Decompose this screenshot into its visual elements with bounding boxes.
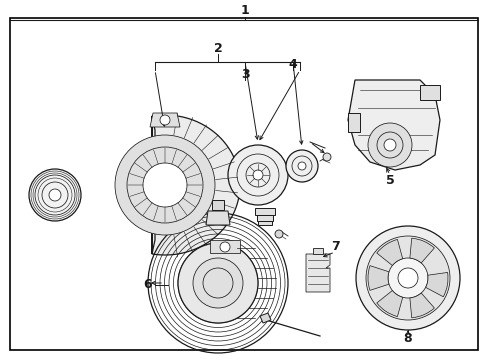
Wedge shape (410, 293, 435, 318)
Circle shape (323, 153, 331, 161)
Polygon shape (258, 221, 272, 225)
Circle shape (115, 135, 215, 235)
Circle shape (220, 242, 230, 252)
Polygon shape (257, 215, 273, 221)
Text: 1: 1 (241, 4, 249, 17)
Text: 6: 6 (144, 279, 152, 292)
Circle shape (49, 189, 61, 201)
Polygon shape (348, 80, 440, 170)
Text: 5: 5 (386, 174, 394, 186)
Polygon shape (348, 113, 360, 132)
Polygon shape (306, 254, 330, 292)
Circle shape (368, 123, 412, 167)
Circle shape (160, 115, 170, 125)
Circle shape (29, 169, 81, 221)
Wedge shape (368, 266, 389, 291)
Text: 2: 2 (214, 41, 222, 54)
Text: 3: 3 (241, 68, 249, 81)
Circle shape (384, 139, 396, 151)
Circle shape (228, 145, 288, 205)
Polygon shape (212, 200, 224, 210)
Circle shape (398, 268, 418, 288)
Wedge shape (377, 291, 403, 316)
Circle shape (298, 162, 306, 170)
Polygon shape (260, 313, 271, 323)
Circle shape (388, 258, 428, 298)
Circle shape (143, 163, 187, 207)
Circle shape (366, 236, 450, 320)
Circle shape (253, 170, 263, 180)
Polygon shape (206, 211, 230, 225)
Text: 8: 8 (404, 332, 412, 345)
Polygon shape (420, 85, 440, 100)
Polygon shape (210, 240, 240, 253)
Polygon shape (255, 208, 275, 215)
Text: 7: 7 (331, 240, 340, 253)
Polygon shape (152, 115, 240, 255)
Polygon shape (313, 248, 323, 254)
Wedge shape (426, 273, 448, 297)
Circle shape (178, 243, 258, 323)
Circle shape (286, 150, 318, 182)
Circle shape (275, 230, 283, 238)
Wedge shape (377, 239, 403, 266)
Circle shape (356, 226, 460, 330)
Wedge shape (410, 238, 435, 263)
Circle shape (193, 258, 243, 308)
Polygon shape (150, 113, 180, 127)
Text: 4: 4 (289, 58, 297, 72)
